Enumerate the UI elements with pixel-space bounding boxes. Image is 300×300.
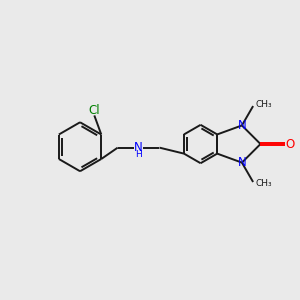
Text: N: N: [134, 141, 143, 154]
Text: CH₃: CH₃: [256, 100, 272, 109]
Text: N: N: [238, 156, 246, 169]
Text: O: O: [286, 137, 295, 151]
Text: N: N: [238, 119, 246, 132]
Text: CH₃: CH₃: [256, 179, 272, 188]
Text: H: H: [135, 150, 142, 159]
Text: Cl: Cl: [88, 103, 100, 117]
